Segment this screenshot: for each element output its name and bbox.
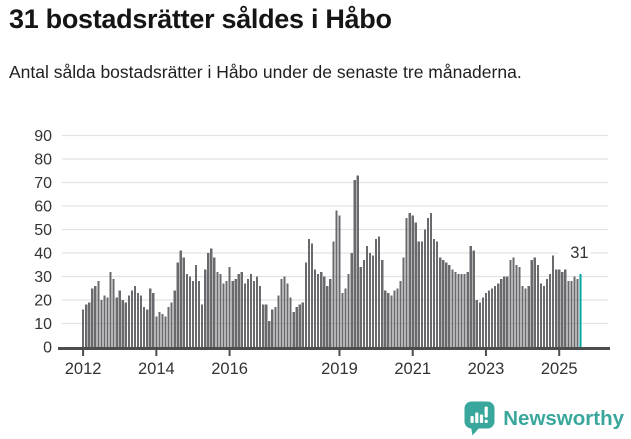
svg-text:90: 90 bbox=[34, 128, 52, 145]
svg-text:2016: 2016 bbox=[211, 360, 248, 378]
svg-text:2019: 2019 bbox=[321, 360, 358, 378]
svg-text:2025: 2025 bbox=[541, 360, 578, 378]
svg-text:70: 70 bbox=[34, 175, 52, 192]
svg-text:2012: 2012 bbox=[65, 360, 102, 378]
svg-text:60: 60 bbox=[34, 199, 52, 216]
svg-text:20: 20 bbox=[34, 293, 52, 310]
svg-text:2014: 2014 bbox=[138, 360, 175, 378]
chart-title: 31 bostadsrätter såldes i Håbo bbox=[9, 4, 392, 34]
svg-text:50: 50 bbox=[34, 222, 52, 239]
newsworthy-icon bbox=[464, 401, 495, 436]
newsworthy-logo: Newsworthy bbox=[464, 401, 624, 436]
svg-text:10: 10 bbox=[34, 316, 52, 333]
svg-text:40: 40 bbox=[34, 246, 52, 263]
svg-text:31: 31 bbox=[570, 244, 588, 262]
svg-text:80: 80 bbox=[34, 152, 52, 169]
newsworthy-wordmark: Newsworthy bbox=[503, 406, 624, 430]
svg-text:0: 0 bbox=[43, 340, 52, 357]
svg-text:2023: 2023 bbox=[468, 360, 505, 378]
chart-subtitle: Antal sålda bostadsrätter i Håbo under d… bbox=[9, 62, 522, 82]
svg-text:30: 30 bbox=[34, 269, 52, 286]
svg-text:2021: 2021 bbox=[394, 360, 431, 378]
